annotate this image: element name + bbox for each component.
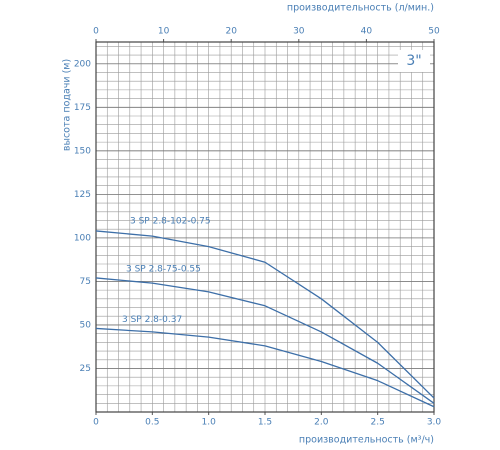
x-tick-label: 1.5 [258, 418, 272, 428]
x-tick-label: 2.0 [314, 418, 329, 428]
top-tick-label: 20 [225, 27, 237, 37]
x-tick-label: 3.0 [427, 418, 442, 428]
curve-label: 3 SP 2.8-102-0.75 [130, 216, 211, 226]
y-tick-label: 175 [74, 103, 91, 113]
y-tick-label: 25 [80, 364, 91, 374]
x-tick-label: 2.5 [371, 418, 385, 428]
x-tick-label: 0.5 [145, 418, 159, 428]
y-tick-label: 75 [80, 277, 91, 287]
x-tick-label: 1.0 [202, 418, 217, 428]
top-tick-label: 0 [93, 27, 99, 37]
curve-label: 3 SP 2.8-75-0.55 [126, 264, 201, 274]
top-axis-title: производительность (л/мин.) [287, 3, 434, 14]
curve-label: 3 SP 2.8-0.37 [122, 315, 182, 325]
x-axis-title: производительность (м³/ч) [299, 435, 434, 446]
y-tick-label: 150 [74, 146, 91, 156]
y-tick-label: 100 [74, 233, 91, 243]
y-tick-label: 200 [74, 59, 91, 69]
x-tick-label: 0 [93, 418, 99, 428]
top-tick-label: 40 [361, 27, 373, 37]
top-tick-label: 30 [293, 27, 305, 37]
badge-box [398, 50, 430, 72]
curve [95, 277, 435, 404]
curve [95, 230, 435, 399]
curve [95, 327, 435, 408]
y-tick-label: 50 [80, 320, 92, 330]
plot-frame [95, 41, 435, 413]
top-tick-label: 50 [428, 27, 440, 37]
y-axis-title: высота подачи (м) [62, 59, 73, 151]
top-tick-label: 10 [158, 27, 170, 37]
badge: 3" [406, 53, 421, 69]
y-tick-label: 125 [74, 190, 91, 200]
